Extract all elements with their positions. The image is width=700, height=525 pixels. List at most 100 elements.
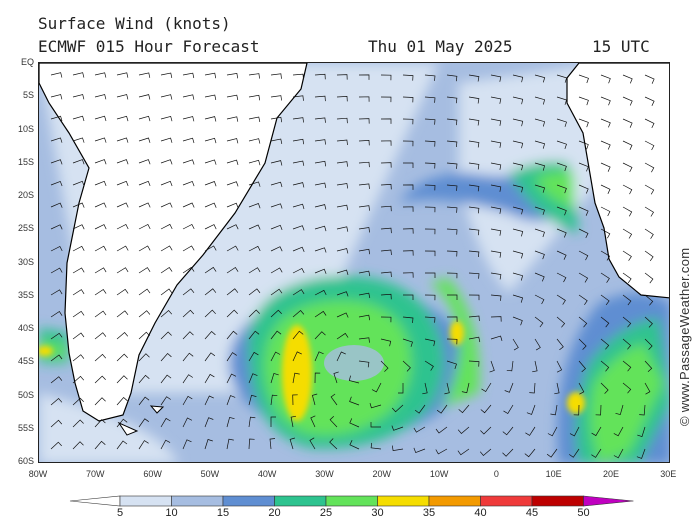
wind-barb [578, 140, 589, 150]
wind-barb [314, 331, 326, 340]
wind-barb [333, 371, 339, 384]
wind-barb [50, 72, 63, 78]
wind-barb [329, 416, 338, 428]
lat-label: 50S [17, 389, 34, 400]
wind-barb [336, 226, 349, 232]
wind-barb [226, 309, 238, 318]
wind-barb [644, 316, 653, 328]
wind-barb [94, 375, 106, 384]
south-america-landmass [39, 63, 308, 422]
wind-barb [526, 404, 536, 415]
wind-barb [370, 442, 382, 450]
wind-barb [248, 267, 261, 274]
wind-barb [270, 416, 276, 427]
wind-barb [578, 382, 585, 395]
colorbar-label: 50 [577, 507, 590, 519]
wind-barb [72, 245, 85, 252]
wind-barb [50, 246, 63, 252]
wind-barb [226, 330, 238, 340]
wind-barb [644, 74, 655, 84]
wind-barb [204, 137, 217, 144]
wind-barb [622, 74, 633, 84]
wind-barb [556, 206, 567, 216]
lat-label: 55S [17, 422, 34, 433]
wind-barb [622, 360, 632, 372]
wind-barb [138, 180, 151, 187]
wind-barb [270, 181, 283, 188]
wind-barb [116, 332, 129, 340]
wind-barb [292, 310, 305, 318]
wind-barb [94, 245, 107, 252]
wind-barb [534, 140, 546, 149]
lat-label: 60S [17, 456, 34, 466]
wind-barb [600, 250, 611, 261]
wind-barb [600, 360, 610, 372]
wind-barb [468, 206, 480, 214]
falkland-islands [149, 405, 165, 414]
wind-barb [116, 375, 128, 384]
lon-label: 0 [493, 469, 499, 479]
wind-barb [468, 250, 480, 258]
wind-barb [204, 373, 215, 384]
wind-barb [622, 228, 633, 239]
wind-barb [50, 311, 63, 318]
wind-barb [160, 180, 173, 187]
wind-barb [436, 404, 448, 414]
wind-barb [380, 293, 392, 300]
wind-barb [600, 140, 611, 150]
wind-barb [72, 202, 85, 208]
forecast-date: Thu 01 May 2025 [368, 37, 513, 56]
wind-barb [138, 396, 150, 406]
wind-barb [402, 228, 414, 234]
wind-barb [446, 228, 458, 235]
wind-barb [490, 294, 502, 301]
wind-barb [94, 72, 107, 78]
wind-barb [116, 224, 129, 230]
wind-barb [116, 353, 128, 362]
wind-barb [468, 272, 480, 279]
wind-barb [116, 310, 129, 318]
wind-barb [424, 162, 436, 169]
wind-barb [556, 250, 567, 260]
wind-barb [380, 205, 392, 212]
wind-barb [380, 140, 392, 146]
tierra-del-fuego [117, 421, 139, 436]
wind-barb [569, 426, 580, 437]
wind-barb [424, 228, 436, 235]
wind-barb [226, 438, 234, 450]
wind-barb [490, 162, 502, 170]
wind-barb [204, 181, 217, 187]
wind-barb [226, 116, 239, 122]
wind-barb [138, 331, 150, 340]
lat-label: 15S [17, 156, 34, 167]
wind-barb [226, 202, 239, 209]
wind-barb [309, 437, 316, 450]
wind-barb [292, 330, 304, 340]
wind-barb [336, 74, 348, 80]
wind-barb [435, 448, 448, 455]
wind-barb [568, 448, 580, 458]
wind-barb [512, 316, 523, 326]
wind-barb [468, 118, 480, 126]
wind-barb [182, 417, 193, 428]
wind-barb [314, 268, 327, 274]
wind-barb [358, 161, 370, 168]
wind-barb [600, 272, 610, 283]
wind-barb [94, 202, 107, 208]
wind-barb [226, 138, 239, 144]
wind-barb [138, 267, 151, 274]
wind-barb [204, 266, 217, 274]
forecast-model-label: ECMWF 015 Hour Forecast [38, 37, 260, 56]
wind-barb [348, 375, 360, 384]
wind-barb [50, 289, 63, 296]
wind-barb [403, 162, 414, 168]
wind-barb [402, 74, 414, 81]
wind-barb [435, 426, 448, 434]
wind-barb [72, 137, 85, 143]
wind-barb [94, 397, 106, 406]
wind-barb [94, 159, 107, 165]
wind-barb [600, 118, 611, 128]
wind-barb [532, 360, 538, 373]
wind-barb [160, 245, 173, 252]
colorbar-cell [274, 495, 327, 507]
